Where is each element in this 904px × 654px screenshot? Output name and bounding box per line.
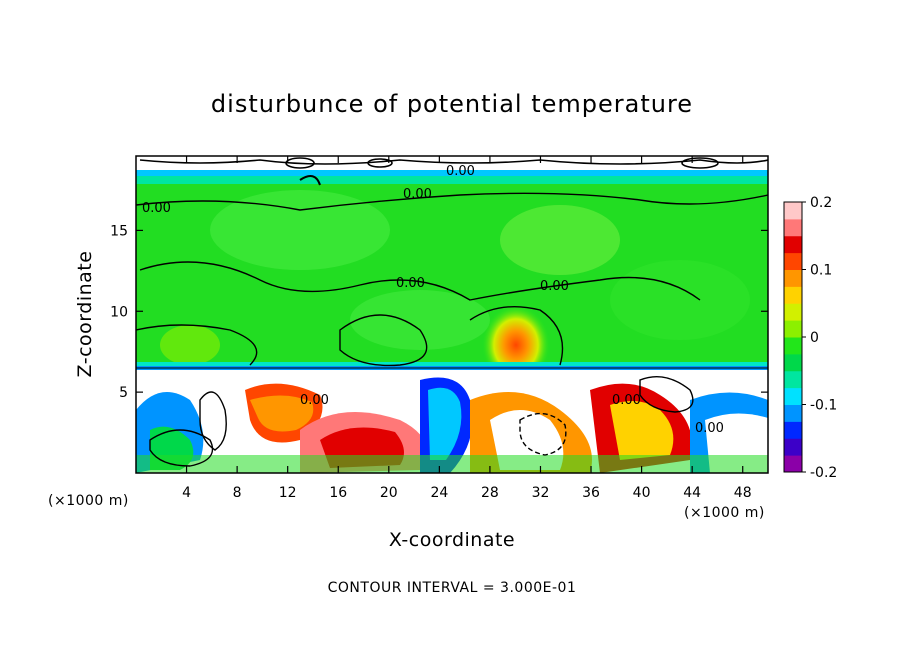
colorbar-segment xyxy=(784,252,802,270)
plot-frame xyxy=(135,155,769,474)
y-tick-label: 5 xyxy=(119,385,128,401)
colorbar-segment xyxy=(784,421,802,439)
contour-label: 0.00 xyxy=(695,421,724,436)
y-axis-label: Z-coordinate xyxy=(74,251,96,378)
x-tick-label: 20 xyxy=(380,485,398,501)
colorbar-label: 0.1 xyxy=(810,263,832,279)
x-tick-label: 12 xyxy=(279,485,297,501)
colorbar-segment xyxy=(784,202,802,220)
x-axis-label: X-coordinate xyxy=(389,529,515,551)
colorbar-segment xyxy=(784,404,802,422)
contour-label: 0.00 xyxy=(612,393,641,408)
x-axis: 4 8 12 16 20 24 28 32 36 40 44 48 xyxy=(182,156,752,501)
colorbar-segment xyxy=(784,337,802,355)
contour-label: 0.00 xyxy=(300,393,329,408)
y-tick-label: 10 xyxy=(110,304,128,320)
contour-label: 0.00 xyxy=(540,279,569,294)
x-axis-unit-left: (×1000 m) xyxy=(48,493,129,509)
chart-title: disturbunce of potential temperature xyxy=(211,90,693,118)
colorbar-segment xyxy=(784,370,802,389)
colorbar-segment xyxy=(784,218,802,237)
contour-interval: CONTOUR INTERVAL = 3.000E-01 xyxy=(328,580,577,596)
x-tick-label: 16 xyxy=(329,485,347,501)
contour-label: 0.00 xyxy=(396,276,425,291)
contour-label: 0.00 xyxy=(403,187,432,202)
colorbar-label: -0.1 xyxy=(810,398,837,414)
x-tick-label: 44 xyxy=(683,485,701,501)
colorbar-segment xyxy=(784,269,802,287)
x-axis-unit-right: (×1000 m) xyxy=(684,505,765,521)
y-axis: 5 10 15 xyxy=(110,223,768,401)
x-tick-label: 48 xyxy=(734,485,752,501)
colorbar-segment xyxy=(784,455,802,473)
y-tick-label: 15 xyxy=(110,223,128,239)
plot-area: 0.00 0.00 0.00 0.00 0.00 0.00 0.00 0.00 xyxy=(136,156,768,473)
colorbar-segment xyxy=(784,320,802,338)
x-tick-label: 32 xyxy=(532,485,550,501)
x-tick-label: 36 xyxy=(582,485,600,501)
colorbar-segment xyxy=(784,235,802,254)
colorbar-segment xyxy=(784,353,802,372)
colorbar-segment xyxy=(784,286,802,304)
contour-label: 0.00 xyxy=(446,164,475,179)
colorbar-label: 0.2 xyxy=(810,195,832,211)
x-tick-label: 28 xyxy=(481,485,499,501)
contour-label: 0.00 xyxy=(142,201,171,216)
colorbar-segment xyxy=(784,387,802,405)
colorbar-segment xyxy=(784,303,802,321)
x-tick-label: 8 xyxy=(233,485,242,501)
colorbar-label: 0 xyxy=(810,330,819,346)
colorbar-label: -0.2 xyxy=(810,465,837,481)
colorbar: 0.2 0.1 0 -0.1 -0.2 xyxy=(783,195,837,481)
x-tick-label: 40 xyxy=(633,485,651,501)
x-tick-label: 24 xyxy=(430,485,448,501)
colorbar-segment xyxy=(784,438,802,456)
x-tick-label: 4 xyxy=(182,485,191,501)
